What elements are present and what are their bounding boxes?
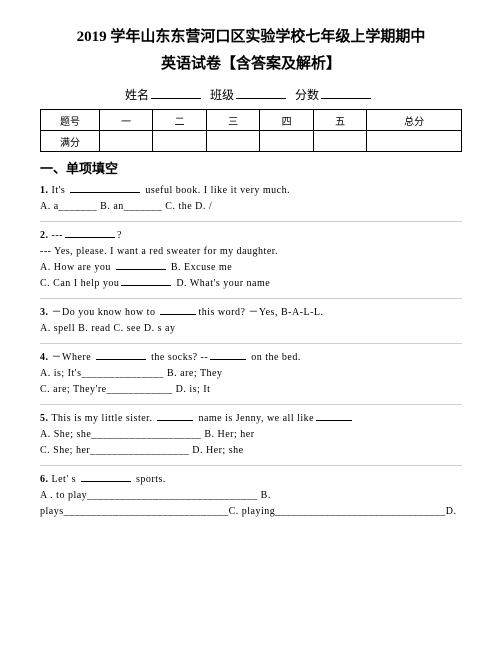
q5-num: 5. — [40, 413, 49, 424]
q4-stem-a: －Where — [52, 352, 95, 363]
answer-blank[interactable] — [210, 350, 246, 360]
table-row: 满分 — [41, 131, 462, 152]
q1-num: 1. — [40, 185, 49, 196]
col-3: 三 — [206, 110, 259, 131]
q4-line2: A. is; It's_______________ B. are; They — [40, 368, 223, 379]
col-5: 五 — [313, 110, 366, 131]
q4-num: 4. — [40, 352, 49, 363]
q4-stem-b: the socks? -- — [148, 352, 208, 363]
cell[interactable] — [260, 131, 313, 152]
q5-stem-a: This is my little sister. — [51, 413, 155, 424]
question-4: 4. －Where the socks? -- on the bed. A. i… — [40, 350, 462, 398]
q2-stem-a: --- — [52, 230, 64, 241]
section-1-heading: 一、单项填空 — [40, 158, 462, 177]
q5-optsC: C. She; her__________________ D. Her; sh… — [40, 445, 244, 456]
q1-stem-a: It's — [52, 185, 69, 196]
q6-num: 6. — [40, 474, 49, 485]
q2-line2: --- Yes, please. I want a red sweater fo… — [40, 246, 278, 257]
question-1: 1. It's useful book. I like it very much… — [40, 183, 462, 215]
cell[interactable] — [367, 131, 462, 152]
cell[interactable] — [206, 131, 259, 152]
answer-blank[interactable] — [65, 228, 115, 238]
divider — [40, 465, 462, 466]
q6-optsB: plays______________________________C. pl… — [40, 506, 457, 517]
col-1: 一 — [99, 110, 152, 131]
score-table: 题号 一 二 三 四 五 总分 满分 — [40, 109, 462, 152]
q3-num: 3. — [40, 307, 49, 318]
name-label: 姓名 — [125, 88, 149, 102]
q4-line3: C. are; They're____________ D. is; It — [40, 384, 210, 395]
q2-optD: D. What's your name — [173, 278, 270, 289]
row-label-1: 题号 — [41, 110, 100, 131]
answer-blank[interactable] — [96, 350, 146, 360]
col-4: 四 — [260, 110, 313, 131]
col-2: 二 — [153, 110, 206, 131]
class-blank[interactable] — [236, 86, 286, 99]
question-5: 5. This is my little sister. name is Jen… — [40, 411, 462, 459]
title-line-1: 2019 学年山东东营河口区实验学校七年级上学期期中 — [40, 24, 462, 51]
divider — [40, 343, 462, 344]
q6-optsA: A . to play_____________________________… — [40, 490, 271, 501]
cell[interactable] — [99, 131, 152, 152]
answer-blank[interactable] — [116, 260, 166, 270]
q2-optC: C. Can I help you — [40, 278, 119, 289]
title-line-2: 英语试卷【含答案及解析】 — [40, 51, 462, 78]
student-info-line: 姓名 班级 分数 — [40, 86, 462, 103]
cell[interactable] — [313, 131, 366, 152]
answer-blank[interactable] — [70, 183, 140, 193]
q6-stem-a: Let' s — [52, 474, 80, 485]
q5-optsA: A. She; she____________________ B. Her; … — [40, 429, 255, 440]
answer-blank[interactable] — [316, 411, 352, 421]
score-label: 分数 — [295, 88, 319, 102]
score-blank[interactable] — [321, 86, 371, 99]
q4-stem-c: on the bed. — [248, 352, 301, 363]
answer-blank[interactable] — [81, 472, 131, 482]
divider — [40, 298, 462, 299]
divider — [40, 404, 462, 405]
q2-optB: B. Excuse me — [168, 262, 232, 273]
answer-blank[interactable] — [121, 276, 171, 286]
exam-page: 2019 学年山东东营河口区实验学校七年级上学期期中 英语试卷【含答案及解析】 … — [0, 0, 502, 536]
answer-blank[interactable] — [160, 305, 196, 315]
col-6: 总分 — [367, 110, 462, 131]
divider — [40, 221, 462, 222]
q3-opts: A. spell B. read C. see D. s ay — [40, 323, 175, 334]
q2-stem-b: ? — [117, 230, 122, 241]
question-3: 3. －Do you know how to this word? －Yes, … — [40, 305, 462, 337]
q2-optA: A. How are you — [40, 262, 114, 273]
row-label-2: 满分 — [41, 131, 100, 152]
q3-stem-b: this word? －Yes, B-A-L-L. — [198, 307, 323, 318]
q3-stem-a: －Do you know how to — [52, 307, 159, 318]
q1-opts: A. a_______ B. an_______ C. the D. / — [40, 201, 212, 212]
question-2: 2. ---? --- Yes, please. I want a red sw… — [40, 228, 462, 292]
cell[interactable] — [153, 131, 206, 152]
q1-stem-b: useful book. I like it very much. — [142, 185, 290, 196]
q2-num: 2. — [40, 230, 49, 241]
question-6: 6. Let' s sports. A . to play___________… — [40, 472, 462, 520]
answer-blank[interactable] — [157, 411, 193, 421]
q5-stem-b: name is Jenny, we all like — [195, 413, 314, 424]
table-row: 题号 一 二 三 四 五 总分 — [41, 110, 462, 131]
name-blank[interactable] — [151, 86, 201, 99]
class-label: 班级 — [210, 88, 234, 102]
q6-stem-b: sports. — [133, 474, 166, 485]
